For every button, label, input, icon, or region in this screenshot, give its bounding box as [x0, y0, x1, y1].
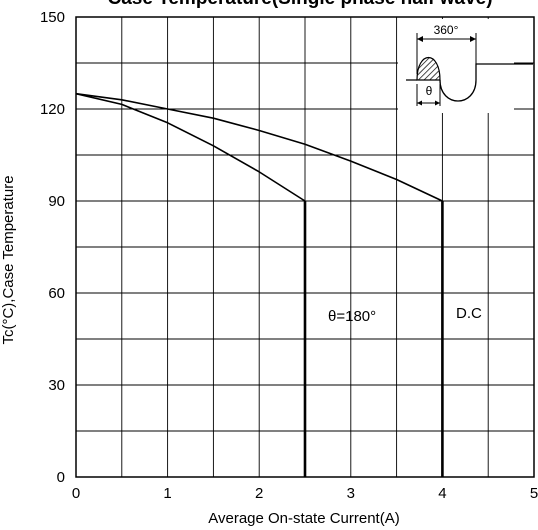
y-tick-label: 60 [48, 285, 65, 302]
x-tick-label: 5 [530, 485, 538, 502]
waveform-inset: 360° θ [398, 19, 533, 113]
y-tick-label: 90 [48, 193, 65, 210]
x-axis-label: Average On-state Current(A) [208, 510, 399, 527]
y-axis-label: Tc(°C),Case Temperature [0, 175, 17, 344]
x-tick-label: 3 [347, 485, 355, 502]
x-tick-label: 1 [163, 485, 171, 502]
y-tick-labels: 0 30 60 90 120 150 [40, 9, 65, 486]
series-lines [75, 92, 444, 477]
y-tick-label: 0 [57, 469, 65, 486]
x-tick-label: 4 [438, 485, 446, 502]
inset-period-arrowheads [417, 36, 476, 42]
dc-label: D.C [456, 305, 482, 322]
series-dc-curve [75, 92, 443, 202]
y-tick-label: 120 [40, 101, 65, 118]
inset-waveform [406, 63, 533, 102]
inset-hatched-half-wave [416, 56, 441, 81]
chart-title: Case Temperature(Single phase half wave) [107, 0, 492, 9]
y-tick-label: 30 [48, 377, 65, 394]
theta-180-label: θ=180° [328, 308, 376, 325]
x-tick-label: 0 [72, 485, 80, 502]
series-theta-180-curve [75, 92, 306, 202]
inset-angle-label: θ [426, 84, 433, 98]
inset-period-label: 360° [434, 23, 459, 37]
x-tick-label: 2 [255, 485, 263, 502]
inset-angle-arrowheads [417, 100, 440, 106]
y-tick-label: 150 [40, 9, 65, 26]
x-tick-labels: 0 1 2 3 4 5 [72, 485, 538, 502]
